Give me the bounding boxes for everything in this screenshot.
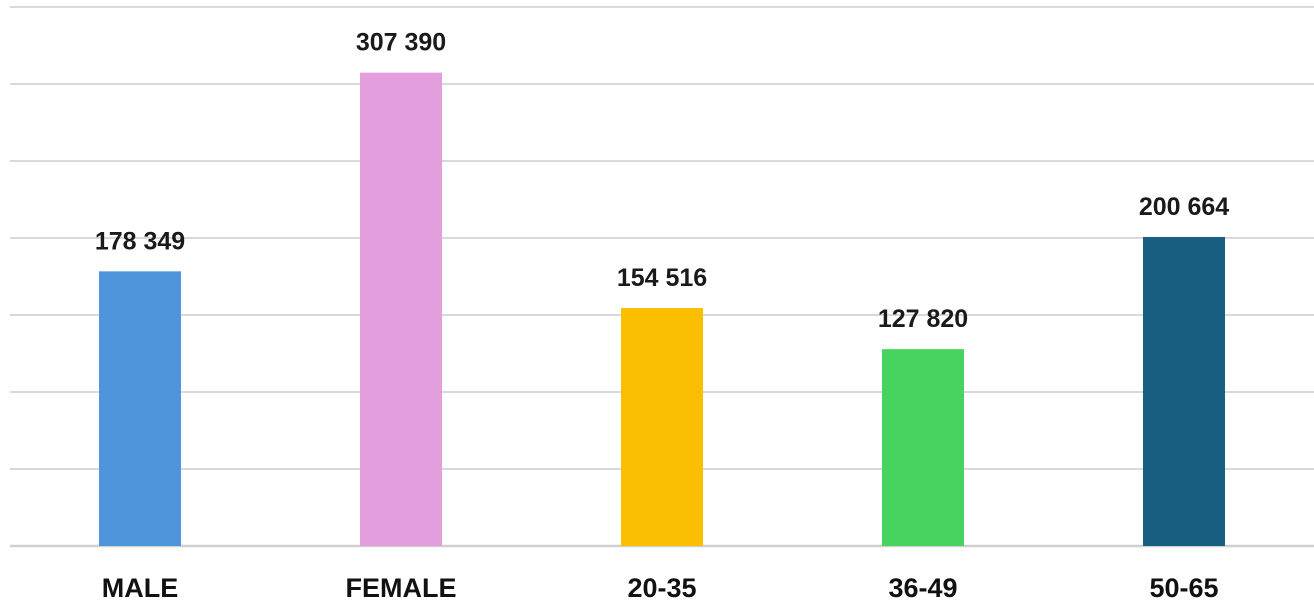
- category-label: 20-35: [627, 573, 696, 602]
- bar-36-49: [882, 349, 964, 546]
- bar-50-65: [1143, 236, 1225, 546]
- category-label: FEMALE: [346, 573, 457, 602]
- bar-value-label: 127 820: [878, 305, 968, 333]
- bar-20-35: [621, 308, 703, 546]
- category-labels: MALE FEMALE 20-35 36-49 50-65: [102, 573, 1219, 602]
- bar-value-label: 307 390: [356, 29, 446, 57]
- bar-male: [99, 271, 181, 546]
- bar-value-label: 154 516: [617, 264, 707, 292]
- bars: [99, 72, 1225, 547]
- category-label: 50-65: [1149, 573, 1218, 602]
- bar-value-label: 200 664: [1139, 193, 1229, 221]
- bar-value-labels: 178 349 307 390 154 516 127 820 200 664: [95, 29, 1229, 334]
- bar-female: [360, 72, 442, 547]
- category-label: MALE: [102, 573, 179, 602]
- category-label: 36-49: [888, 573, 957, 602]
- bar-value-label: 178 349: [95, 227, 185, 255]
